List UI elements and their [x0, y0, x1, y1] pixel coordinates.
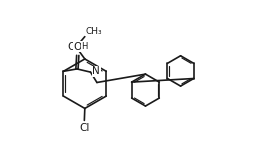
Text: O: O [67, 42, 75, 52]
Text: O: O [74, 42, 82, 52]
Text: CH₃: CH₃ [85, 27, 102, 36]
Text: H: H [81, 42, 88, 51]
Text: Cl: Cl [79, 123, 89, 133]
Text: N: N [92, 66, 100, 76]
